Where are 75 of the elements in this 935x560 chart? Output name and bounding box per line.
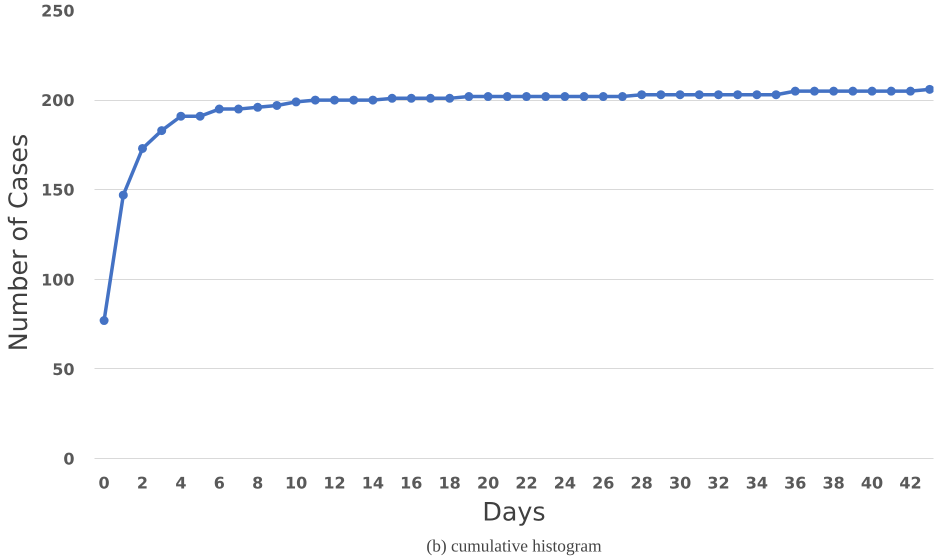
point [656, 90, 666, 100]
x-tick-label: 16 [400, 474, 422, 492]
y-tick-label: 0 [63, 450, 75, 468]
point [196, 112, 205, 121]
x-tick-label: 26 [592, 474, 614, 492]
point [234, 104, 243, 114]
y-tick-label: 50 [52, 360, 74, 379]
y-tick-label: 200 [41, 91, 75, 110]
x-tick-label: 6 [214, 474, 225, 492]
point [502, 92, 512, 102]
x-tick-label: 2 [136, 474, 148, 492]
x-tick-label: 28 [630, 474, 653, 492]
point [406, 94, 416, 103]
point [541, 92, 550, 102]
x-tick-label: 18 [438, 474, 461, 492]
point [330, 96, 339, 105]
point [772, 90, 781, 100]
point [176, 112, 186, 121]
point [388, 94, 397, 103]
point [272, 100, 282, 110]
point [310, 96, 320, 105]
point [810, 86, 819, 96]
point [368, 96, 378, 105]
x-tick-label: 14 [362, 474, 384, 492]
point [157, 126, 166, 136]
point [925, 84, 934, 94]
x-tick-label: 0 [98, 474, 110, 492]
point [522, 92, 531, 102]
point [426, 94, 435, 103]
y-axis-title: Number of Cases [3, 134, 34, 352]
point [118, 190, 128, 200]
point [580, 92, 589, 102]
point [618, 92, 627, 102]
y-tick-label: 150 [41, 180, 75, 200]
x-tick-label: 10 [284, 474, 308, 492]
x-tick-label: 22 [515, 474, 538, 492]
point [349, 96, 358, 105]
x-tick-label: 40 [860, 474, 884, 492]
x-tick-label: 42 [899, 474, 922, 492]
x-tick-label: 4 [175, 474, 186, 492]
point [560, 92, 570, 102]
point [906, 86, 915, 96]
point [637, 90, 646, 100]
x-tick-label: 8 [252, 474, 264, 492]
point [598, 92, 608, 102]
point [445, 94, 454, 103]
x-tick-label: 12 [323, 474, 346, 492]
x-tick-label: 24 [554, 474, 576, 492]
point [848, 86, 858, 96]
x-tick-label: 36 [784, 474, 806, 492]
point [484, 92, 493, 102]
point [752, 90, 762, 100]
x-tick-label: 30 [668, 474, 692, 492]
point [292, 97, 301, 106]
text: (b) cumulative histogram [426, 536, 602, 556]
point [829, 86, 838, 96]
x-tick-label: 34 [746, 474, 768, 492]
point [214, 104, 224, 114]
point [100, 316, 109, 326]
point [138, 144, 147, 153]
point [714, 90, 723, 100]
point [868, 86, 877, 96]
x-tick-label: 38 [822, 474, 845, 492]
y-tick-label: 100 [41, 270, 75, 290]
point [676, 90, 685, 100]
point [886, 86, 896, 96]
x-tick-label: 20 [476, 474, 500, 492]
y-tick-label: 250 [41, 2, 75, 20]
x-tick-label: 32 [707, 474, 730, 492]
point [694, 90, 704, 100]
point [464, 92, 474, 102]
point [733, 90, 742, 100]
point [790, 86, 800, 96]
x-axis-title: Days [482, 496, 546, 526]
point [253, 102, 262, 112]
